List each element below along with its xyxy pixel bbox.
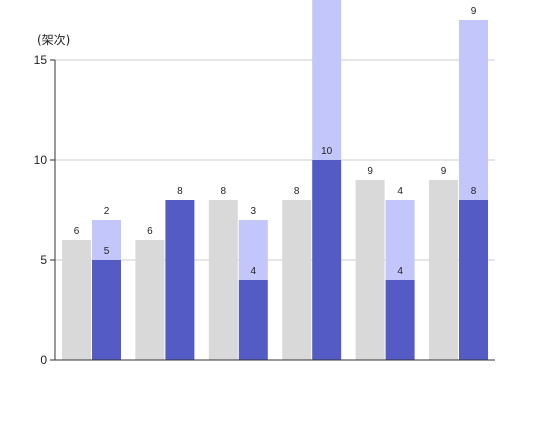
bars-layer [62,0,488,360]
bar-gray-5 [429,180,458,360]
bar-blue-2 [238,280,268,360]
bar-gray-4 [355,180,385,360]
y-axis-unit-label: (架次) [37,33,71,47]
bar-blue-1 [165,200,195,360]
bar-gray-1 [135,240,165,360]
bar-light-2 [238,220,268,280]
data-label-blue-3: 10 [321,146,333,157]
bar-gray-2 [208,200,238,360]
bar-blue-4 [385,280,415,360]
grid-layer [55,59,495,261]
data-label-light-0: 2 [104,206,110,217]
bar-blue-0 [92,260,121,360]
data-label-gray-0: 6 [74,226,80,237]
data-label-blue-2: 4 [251,266,257,277]
y-tick-label: 10 [34,153,48,167]
data-label-gray-2: 8 [221,186,227,197]
axis-layer: 0 5 10 15 [34,53,495,367]
data-label-gray-3: 8 [294,186,300,197]
y-tick-label: 0 [40,353,47,367]
data-label-blue-0: 5 [104,246,110,257]
y-tick-label: 15 [34,53,48,67]
bar-light-0 [92,220,121,260]
y-tick-label: 5 [40,253,47,267]
bar-gray-0 [62,240,91,360]
labels-layer: 6256883481210944998 [74,6,477,277]
bar-blue-3 [312,160,342,360]
data-label-blue-4: 4 [397,266,403,277]
bar-blue-5 [459,200,488,360]
data-label-light-2: 3 [251,206,257,217]
bar-gray-3 [282,200,312,360]
bar-light-4 [385,200,415,280]
data-label-gray-4: 9 [367,166,373,177]
bar-light-3 [312,0,342,160]
data-label-light-5: 9 [471,6,477,17]
data-label-gray-1: 6 [147,226,153,237]
data-label-blue-1: 8 [177,186,183,197]
bar-light-5 [459,20,488,200]
data-label-light-4: 4 [397,186,403,197]
data-label-blue-5: 8 [471,186,477,197]
data-label-gray-5: 9 [441,166,447,177]
